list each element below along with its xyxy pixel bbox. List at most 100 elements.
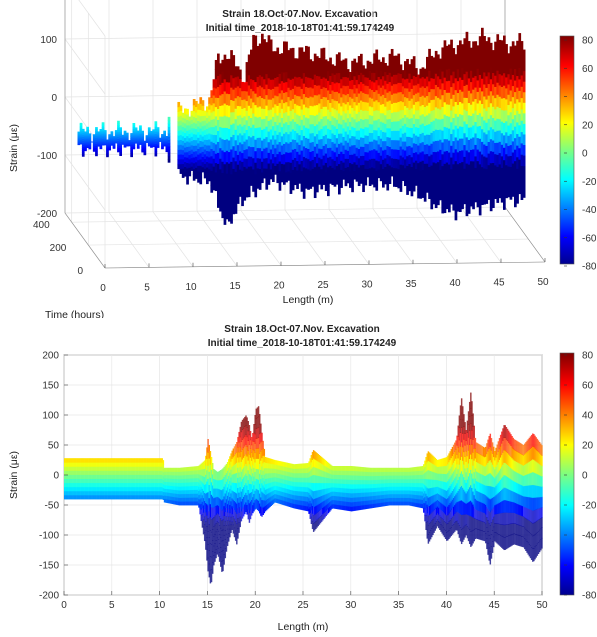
surface-strip xyxy=(125,143,129,145)
surface-strip xyxy=(88,147,92,150)
surface-strip xyxy=(243,141,247,151)
surface-strip xyxy=(199,128,203,135)
strain-band xyxy=(211,496,214,508)
surface-strip xyxy=(518,147,522,160)
surface-strip xyxy=(190,157,194,163)
strain-band xyxy=(256,478,259,490)
surface-strip xyxy=(507,53,511,65)
surface-strip xyxy=(112,142,116,144)
strain-band xyxy=(187,497,190,502)
strain-band xyxy=(158,466,160,471)
surface-strip xyxy=(117,131,120,135)
surface-strip xyxy=(388,63,392,73)
strain-band xyxy=(176,478,178,483)
surface-strip xyxy=(454,208,458,221)
surface-strip xyxy=(225,93,229,106)
surface-strip xyxy=(88,135,92,138)
strain-band xyxy=(275,468,277,474)
strain-band xyxy=(72,462,74,467)
surface-strip xyxy=(404,78,407,89)
strain-band xyxy=(81,474,83,479)
surface-strip xyxy=(522,144,526,156)
strain-band xyxy=(295,486,298,492)
strain-band xyxy=(259,453,261,464)
surface-strip xyxy=(177,116,181,122)
colorbar-tick-label: 80 xyxy=(582,36,594,47)
surface-strip xyxy=(285,121,288,133)
surface-strip xyxy=(192,110,196,117)
surface-strip xyxy=(280,154,284,164)
strain-band xyxy=(248,463,251,475)
surface-strip xyxy=(428,145,431,157)
surface-strip xyxy=(86,146,89,149)
surface-strip xyxy=(272,69,275,80)
surface-strip xyxy=(125,135,129,137)
strain-band xyxy=(64,474,66,479)
surface-strip xyxy=(298,115,302,126)
strain-band xyxy=(230,500,232,510)
strain-band xyxy=(278,482,280,487)
surface-strip xyxy=(360,63,363,73)
surface-strip xyxy=(305,157,308,169)
strain-band xyxy=(249,466,252,476)
surface-strip xyxy=(481,53,484,67)
surface-strip xyxy=(108,147,111,150)
surface-strip xyxy=(459,199,462,213)
strain-band xyxy=(229,520,231,530)
strain-band xyxy=(132,486,135,492)
surface-strip xyxy=(307,97,310,109)
strain-band xyxy=(139,490,142,496)
surface-strip xyxy=(232,66,236,79)
strain-band xyxy=(153,486,155,492)
strain-band xyxy=(231,490,233,499)
surface-strip xyxy=(95,127,98,130)
strain-band xyxy=(241,419,244,431)
surface-strip xyxy=(406,58,409,70)
strain-band xyxy=(106,462,108,467)
strain-band xyxy=(195,497,198,502)
surface-strip xyxy=(492,50,495,62)
surface-strip xyxy=(206,111,209,118)
surface-strip xyxy=(208,145,211,152)
surface-strip xyxy=(357,148,361,159)
surface-strip xyxy=(483,156,486,169)
surface-strip xyxy=(136,139,140,142)
strain-band xyxy=(88,486,90,492)
surface-strip xyxy=(313,125,317,137)
strain-band xyxy=(186,482,189,487)
strain-band xyxy=(121,470,123,475)
strain-band xyxy=(208,524,210,538)
surface-strip xyxy=(478,48,482,63)
strain-band xyxy=(146,486,149,492)
strain-band xyxy=(200,503,202,510)
surface-strip xyxy=(280,163,284,174)
surface-strip xyxy=(461,149,464,163)
strain-band xyxy=(271,481,274,487)
surface-strip xyxy=(79,140,83,143)
surface-strip xyxy=(258,168,262,180)
surface-strip xyxy=(291,88,295,100)
surface-strip xyxy=(474,155,478,168)
surface-strip xyxy=(201,166,205,173)
surface-strip xyxy=(123,133,127,135)
strain-band xyxy=(267,457,269,464)
strain-band xyxy=(189,501,191,506)
surface-strip xyxy=(261,108,264,120)
surface-strip xyxy=(269,149,273,160)
strain-band xyxy=(123,478,126,484)
surface-strip xyxy=(300,98,304,110)
surface-strip xyxy=(412,94,416,105)
surface-strip xyxy=(156,132,160,135)
surface-strip xyxy=(263,108,266,119)
strain-band xyxy=(164,488,167,493)
strain-band xyxy=(133,486,136,492)
strain-band xyxy=(294,486,297,491)
surface-strip xyxy=(351,79,354,90)
surface-strip xyxy=(110,142,114,144)
strain-band xyxy=(234,463,237,474)
surface-strip xyxy=(103,139,107,142)
surface-strip xyxy=(452,71,456,84)
strain-band xyxy=(289,472,292,477)
strain-band xyxy=(136,462,138,467)
strain-band xyxy=(146,470,149,475)
